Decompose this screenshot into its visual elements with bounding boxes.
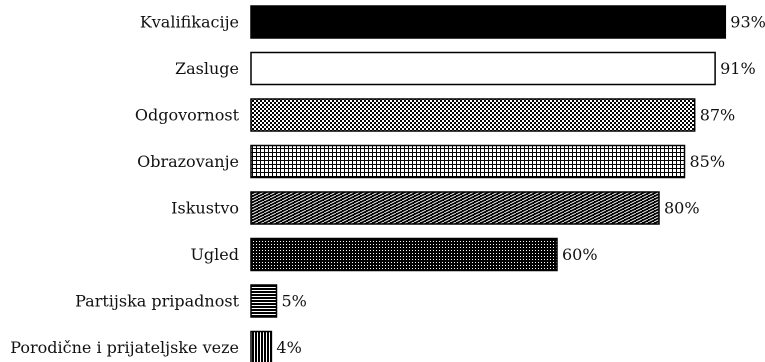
bar xyxy=(250,98,696,132)
category-label: Obrazovanje xyxy=(137,152,239,171)
bar xyxy=(250,5,727,39)
category-label: Zasluge xyxy=(175,59,239,78)
bar xyxy=(250,284,278,318)
bar xyxy=(250,191,660,225)
value-label: 60% xyxy=(562,245,598,264)
bar xyxy=(250,237,558,272)
category-label: Kvalifikacije xyxy=(140,13,239,32)
value-label: 4% xyxy=(276,338,301,357)
value-label: 91% xyxy=(720,59,756,78)
value-label: 80% xyxy=(664,199,700,218)
bar xyxy=(250,144,686,179)
value-label: 93% xyxy=(730,13,765,32)
value-label: 85% xyxy=(690,152,726,171)
value-label: 5% xyxy=(282,292,307,311)
category-label: Odgovornost xyxy=(135,106,240,125)
value-label: 87% xyxy=(700,106,736,125)
category-label: Ugled xyxy=(190,245,239,264)
category-label: Partijska pripadnost xyxy=(75,292,239,311)
category-label: Porodične i prijateljske veze xyxy=(10,338,239,357)
bar xyxy=(250,330,273,362)
bar xyxy=(250,51,716,86)
plot-area: Kvalifikacije 93% Zasluge 91% Odgovornost 87%… xyxy=(10,5,765,362)
category-label: Iskustvo xyxy=(171,199,239,218)
